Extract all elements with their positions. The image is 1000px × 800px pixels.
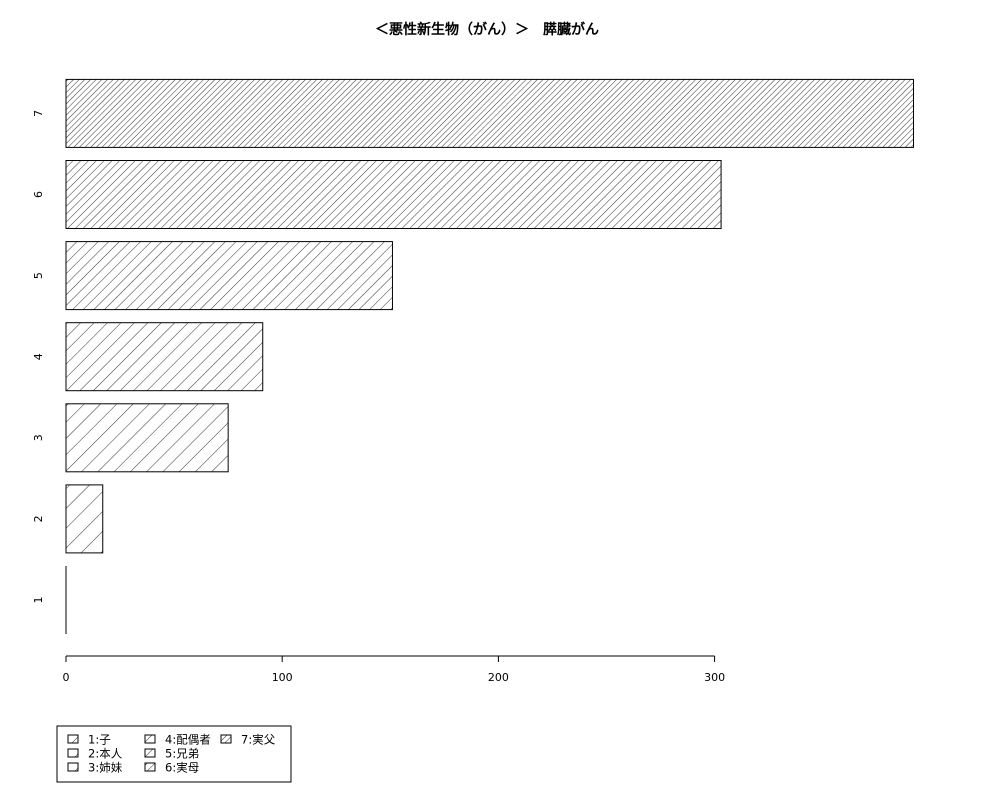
bars-group <box>65 78 914 634</box>
bar-5 <box>65 241 393 311</box>
legend-swatch-6 <box>144 762 156 772</box>
y-tick-label-1: 1 <box>32 597 45 604</box>
legend-label-3: 3:姉妹 <box>88 761 123 775</box>
y-tick-label-6: 6 <box>32 191 45 198</box>
y-tick-label-5: 5 <box>32 272 45 279</box>
bar-2 <box>65 484 104 554</box>
x-tick-label-100: 100 <box>272 671 293 684</box>
y-axis-labels: 1 2 3 4 5 6 7 <box>32 110 45 604</box>
legend-label-4: 4:配偶者 <box>165 733 211 747</box>
y-tick-label-7: 7 <box>32 110 45 117</box>
legend-box <box>56 725 292 783</box>
bar-3 <box>65 403 229 473</box>
bar-6 <box>65 160 722 229</box>
legend-label-6: 6:実母 <box>165 761 199 775</box>
bar-4 <box>65 322 264 392</box>
y-tick-label-4: 4 <box>32 353 45 360</box>
legend-label-1: 1:子 <box>88 733 111 747</box>
legend-swatch-4 <box>144 734 156 744</box>
y-tick-label-3: 3 <box>32 434 45 441</box>
x-tick-label-300: 300 <box>704 671 725 684</box>
legend-swatch-7 <box>220 734 232 744</box>
legend-swatch-5 <box>144 748 156 758</box>
y-tick-label-2: 2 <box>32 515 45 522</box>
x-tick-label-0: 0 <box>63 671 70 684</box>
chart-title: ＜悪性新生物（がん）＞ 膵臓がん <box>375 21 599 38</box>
x-tick-label-200: 200 <box>488 671 509 684</box>
legend-label-5: 5:兄弟 <box>165 747 199 761</box>
legend-label-2: 2:本人 <box>88 747 123 761</box>
bar-7 <box>65 78 914 148</box>
legend-swatch-3 <box>67 762 79 772</box>
legend-label-7: 7:実父 <box>241 733 276 747</box>
legend-swatch-1 <box>67 734 79 744</box>
x-axis: 0 100 200 300 <box>63 655 725 684</box>
legend-swatch-2 <box>67 748 79 758</box>
